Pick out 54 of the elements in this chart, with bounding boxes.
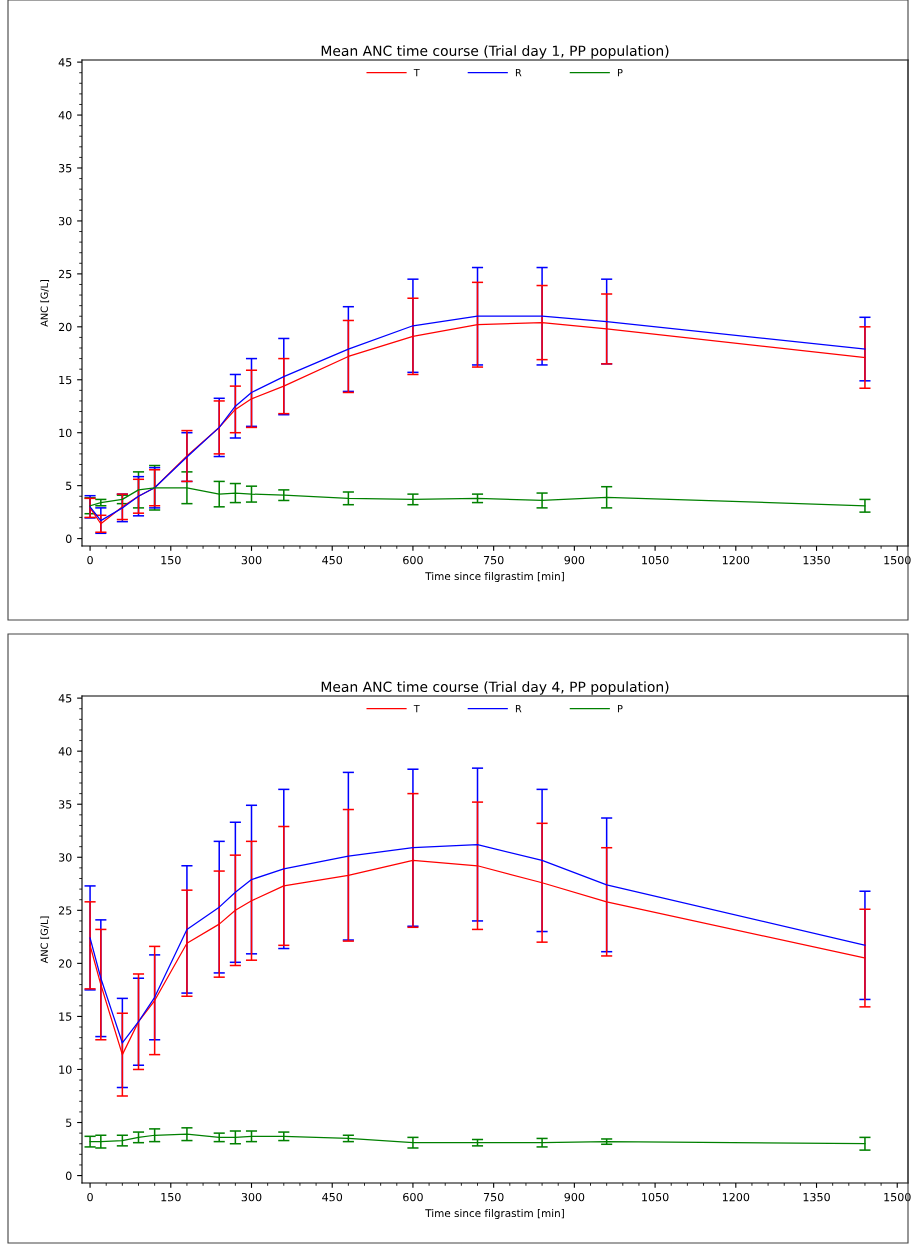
y-tick-label: 0 xyxy=(65,1171,72,1180)
y-tick-label: 40 xyxy=(58,111,72,120)
x-tick-label: 1350 xyxy=(803,555,830,565)
y-tick-label: 20 xyxy=(58,959,72,968)
x-tick-label: 1500 xyxy=(884,555,911,565)
x-tick-label: 1500 xyxy=(884,1192,911,1202)
legend-label: R xyxy=(515,69,522,77)
x-tick-label: 1350 xyxy=(803,1192,830,1202)
x-axis-title: Time since filgrastim [min] xyxy=(425,572,564,583)
chart-title: Mean ANC time course (Trial day 4, PP population) xyxy=(321,681,669,695)
x-tick-label: 1200 xyxy=(722,1192,750,1202)
x-tick-label: 0 xyxy=(87,555,93,565)
y-tick-label: 15 xyxy=(59,375,72,385)
y-axis-title: ANC [G/L] xyxy=(40,916,50,964)
legend-label: P xyxy=(617,705,623,713)
x-tick-label: 900 xyxy=(564,555,585,565)
x-axis-title: Time since filgrastim [min] xyxy=(425,1209,564,1220)
x-tick-label: 600 xyxy=(403,555,423,565)
y-tick-label: 20 xyxy=(58,322,72,332)
x-tick-label: 1050 xyxy=(642,1192,669,1202)
x-tick-label: 150 xyxy=(161,555,181,565)
legend-label: P xyxy=(617,69,623,77)
x-tick-label: 450 xyxy=(322,555,343,565)
y-tick-label: 15 xyxy=(59,1012,72,1021)
x-tick-label: 0 xyxy=(87,1192,93,1202)
legend-label: T xyxy=(413,69,420,77)
y-tick-label: 5 xyxy=(66,481,72,491)
legend-label: R xyxy=(515,705,522,713)
y-tick-label: 45 xyxy=(58,694,72,703)
x-tick-label: 600 xyxy=(403,1192,423,1202)
x-tick-label: 150 xyxy=(161,1192,181,1202)
y-tick-label: 10 xyxy=(59,428,72,438)
y-tick-label: 10 xyxy=(59,1065,72,1074)
y-tick-label: 5 xyxy=(66,1118,72,1127)
y-tick-label: 30 xyxy=(58,853,72,862)
chart-title: Mean ANC time course (Trial day 1, PP population) xyxy=(321,45,669,59)
y-tick-label: 45 xyxy=(58,58,72,67)
y-tick-label: 35 xyxy=(58,163,72,173)
y-tick-label: 35 xyxy=(58,800,72,809)
x-tick-label: 750 xyxy=(483,555,504,565)
legend-label: T xyxy=(413,705,420,713)
y-tick-label: 0 xyxy=(65,534,72,543)
y-tick-label: 25 xyxy=(58,906,72,915)
y-tick-label: 25 xyxy=(58,269,72,279)
y-tick-label: 40 xyxy=(58,747,72,756)
x-tick-label: 750 xyxy=(483,1192,504,1202)
y-axis-title: ANC [G/L] xyxy=(40,280,50,327)
x-tick-label: 300 xyxy=(241,555,262,565)
x-tick-label: 1200 xyxy=(722,555,750,565)
x-tick-label: 450 xyxy=(322,1192,343,1202)
x-tick-label: 1050 xyxy=(642,555,669,565)
x-tick-label: 300 xyxy=(241,1192,262,1202)
x-tick-label: 900 xyxy=(564,1192,585,1202)
y-tick-label: 30 xyxy=(58,216,72,226)
